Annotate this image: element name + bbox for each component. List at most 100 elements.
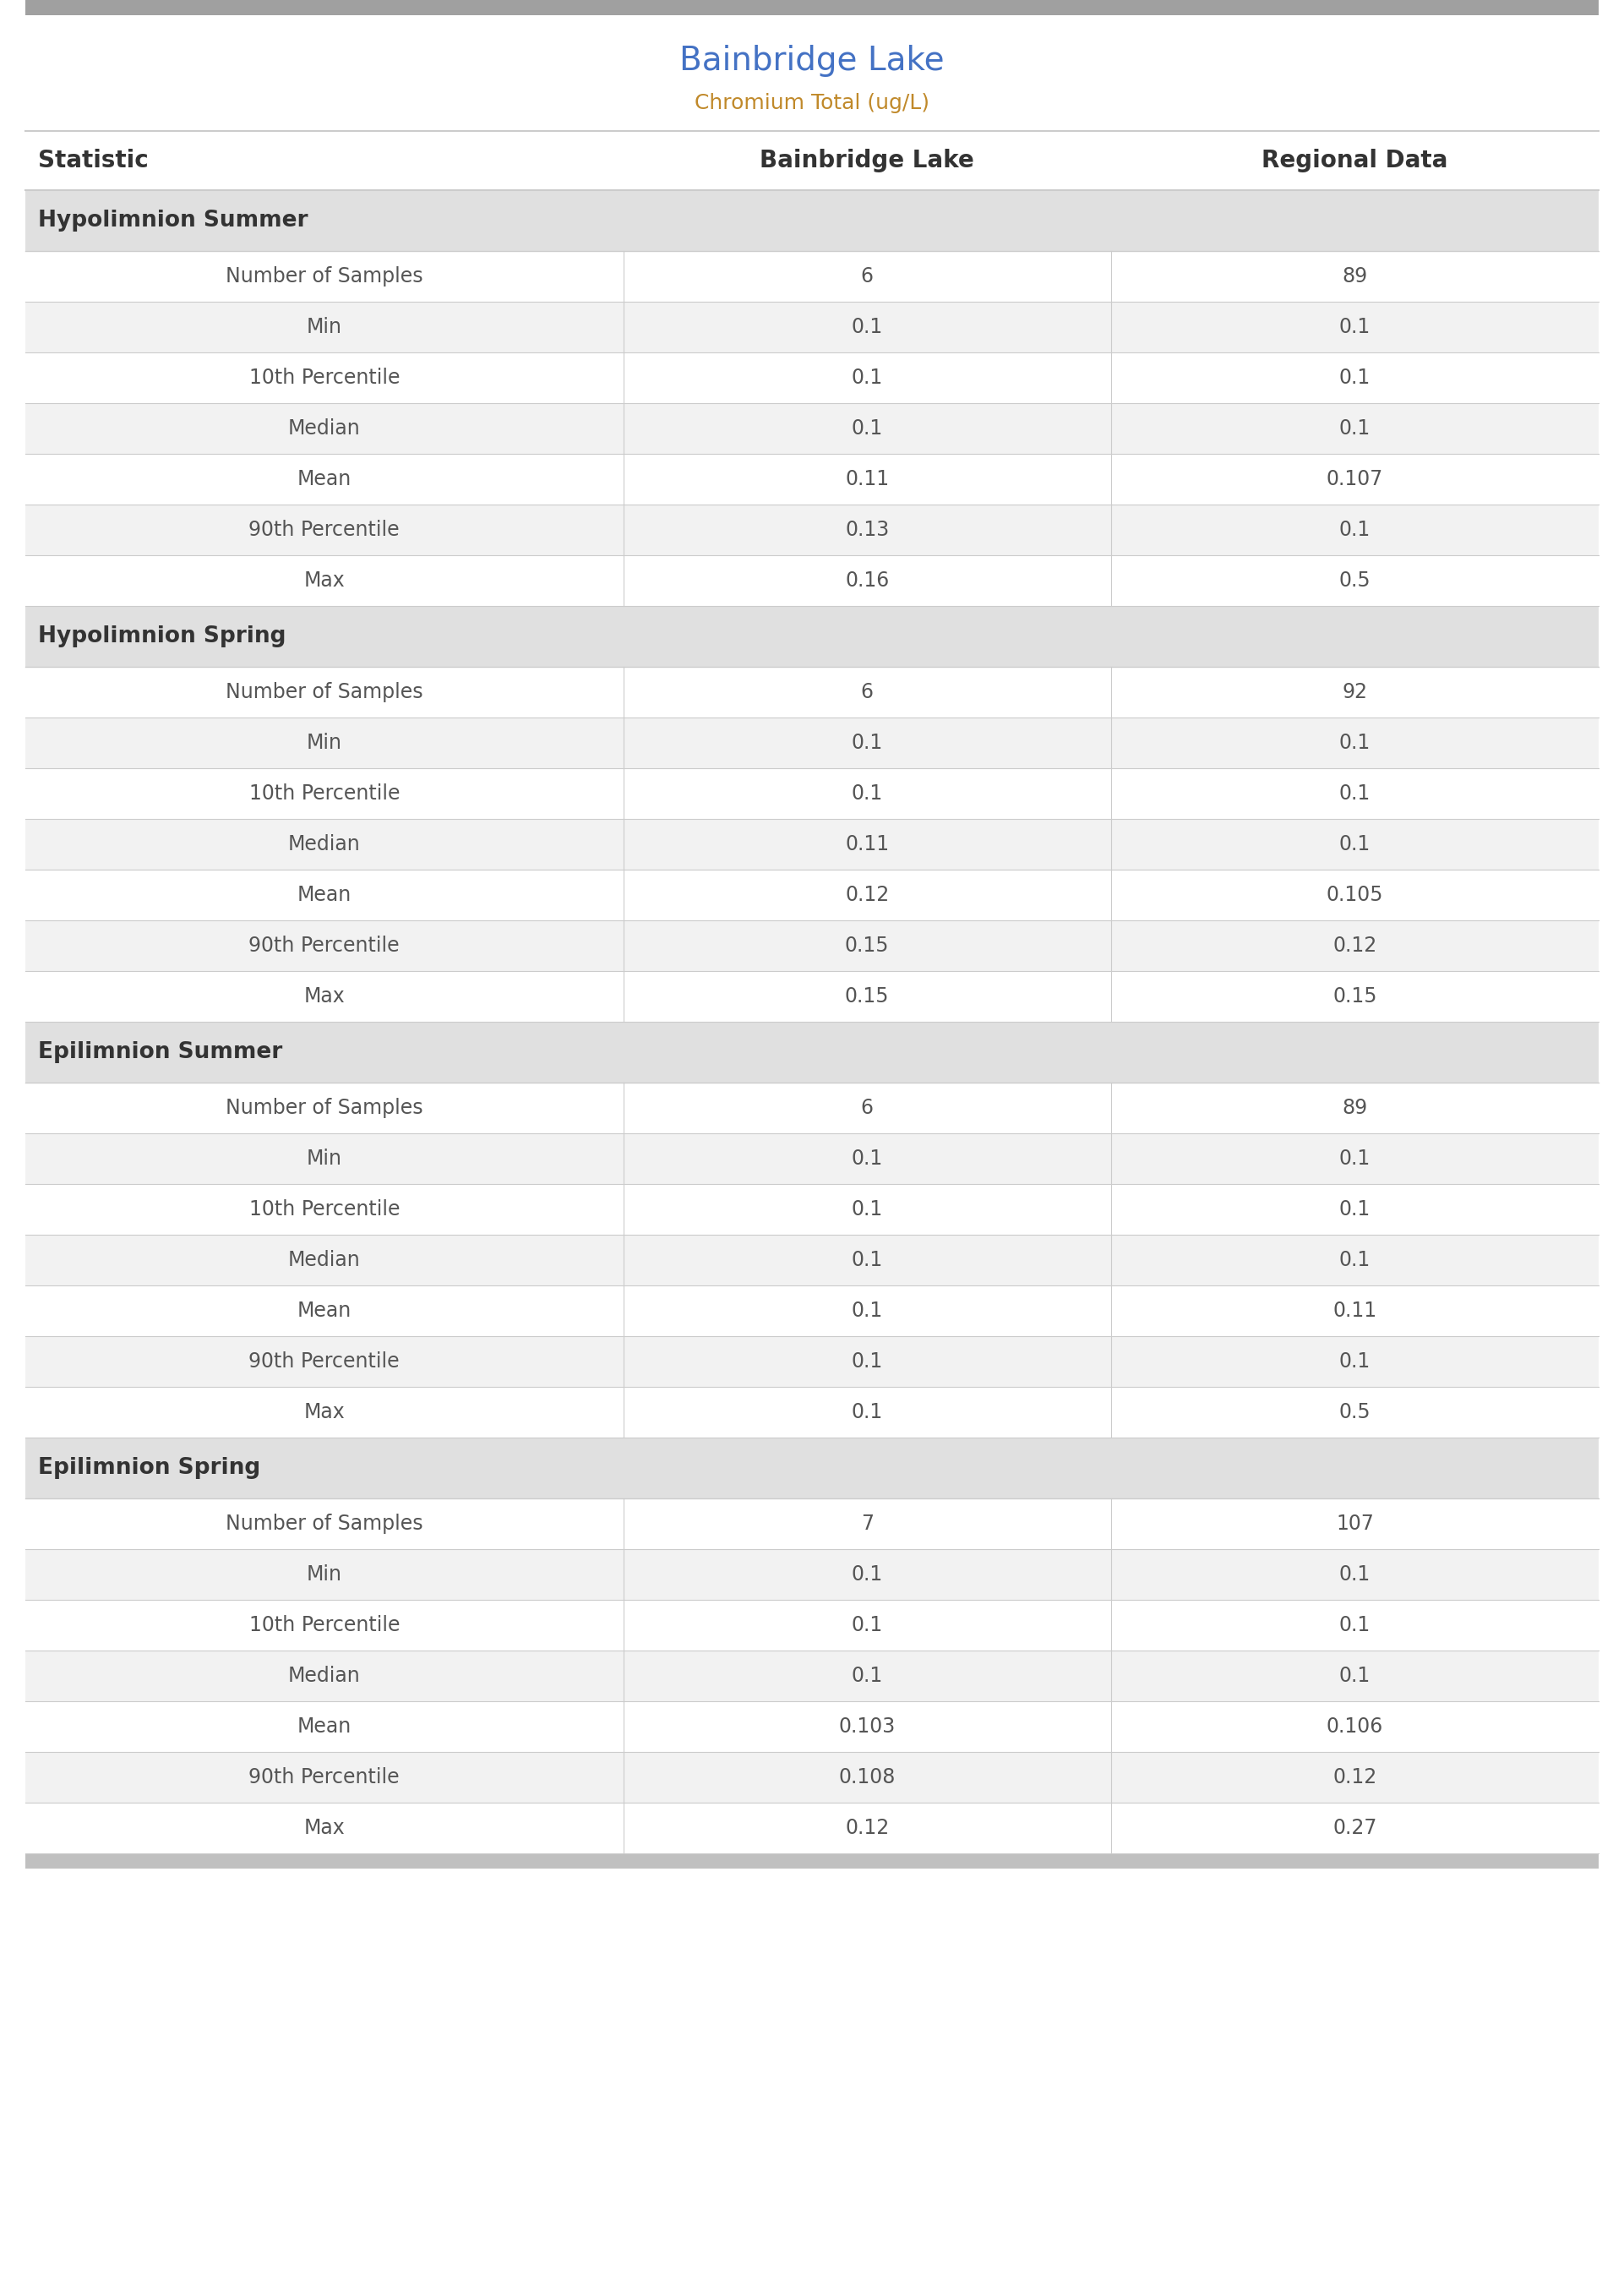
Bar [26, 819, 1598, 869]
Text: 6: 6 [861, 681, 874, 701]
Text: Number of Samples: Number of Samples [226, 1514, 422, 1535]
Text: 0.11: 0.11 [844, 833, 888, 854]
Text: 0.103: 0.103 [838, 1716, 895, 1737]
Text: Mean: Mean [297, 1301, 351, 1321]
Text: 0.1: 0.1 [1340, 520, 1371, 540]
Text: 0.15: 0.15 [1333, 985, 1377, 1006]
Text: Bainbridge Lake: Bainbridge Lake [679, 45, 945, 77]
Bar [26, 504, 1598, 556]
Text: 0.108: 0.108 [838, 1766, 895, 1786]
Text: 0.12: 0.12 [844, 1818, 890, 1839]
Bar [26, 1185, 1598, 1235]
Text: 0.27: 0.27 [1333, 1818, 1377, 1839]
Bar [26, 1285, 1598, 1337]
Text: 0.1: 0.1 [851, 418, 883, 438]
Text: Number of Samples: Number of Samples [226, 266, 422, 286]
Bar [26, 352, 1598, 404]
Bar [26, 1548, 1598, 1600]
Text: Max: Max [304, 1403, 344, 1423]
Text: 0.11: 0.11 [1333, 1301, 1377, 1321]
Text: 0.1: 0.1 [851, 1403, 883, 1423]
Bar [26, 1600, 1598, 1650]
Text: 0.1: 0.1 [851, 1301, 883, 1321]
Text: 10th Percentile: 10th Percentile [248, 368, 400, 388]
Bar [26, 1752, 1598, 1802]
Text: 0.1: 0.1 [851, 318, 883, 338]
Text: 90th Percentile: 90th Percentile [248, 1766, 400, 1786]
Bar [26, 972, 1598, 1022]
Text: 89: 89 [1341, 266, 1367, 286]
Text: Max: Max [304, 1818, 344, 1839]
Text: Chromium Total (ug/L): Chromium Total (ug/L) [695, 93, 929, 114]
Text: Min: Min [307, 1564, 343, 1584]
Bar [26, 191, 1598, 252]
Text: Median: Median [287, 833, 361, 854]
Text: 0.1: 0.1 [851, 1351, 883, 1371]
Text: 0.1: 0.1 [851, 733, 883, 754]
Text: 6: 6 [861, 1099, 874, 1119]
Text: Number of Samples: Number of Samples [226, 1099, 422, 1119]
Text: Regional Data: Regional Data [1262, 150, 1449, 173]
Text: Number of Samples: Number of Samples [226, 681, 422, 701]
Text: 92: 92 [1341, 681, 1367, 701]
Text: 89: 89 [1341, 1099, 1367, 1119]
Bar [26, 302, 1598, 352]
Text: 0.15: 0.15 [844, 985, 890, 1006]
Text: 0.1: 0.1 [851, 368, 883, 388]
Bar [26, 1235, 1598, 1285]
Bar [26, 1498, 1598, 1548]
Text: 0.5: 0.5 [1338, 1403, 1371, 1423]
Text: 0.16: 0.16 [844, 570, 890, 590]
Bar [26, 1802, 1598, 1852]
Text: 6: 6 [861, 266, 874, 286]
Text: 0.11: 0.11 [844, 470, 888, 490]
Text: 0.1: 0.1 [851, 1199, 883, 1219]
Text: 0.5: 0.5 [1338, 570, 1371, 590]
Text: 0.1: 0.1 [1340, 783, 1371, 804]
Text: 0.1: 0.1 [851, 1614, 883, 1634]
Text: 0.1: 0.1 [1340, 1564, 1371, 1584]
Text: 0.15: 0.15 [844, 935, 890, 956]
Bar [26, 1083, 1598, 1133]
Bar [26, 556, 1598, 606]
Bar [26, 0, 1598, 16]
Text: Max: Max [304, 985, 344, 1006]
Text: 0.1: 0.1 [1340, 1614, 1371, 1634]
Bar [26, 1337, 1598, 1387]
Text: 0.106: 0.106 [1327, 1716, 1384, 1737]
Bar [26, 667, 1598, 717]
Text: 0.12: 0.12 [844, 885, 890, 906]
Text: Mean: Mean [297, 1716, 351, 1737]
Bar [26, 717, 1598, 767]
Text: 7: 7 [861, 1514, 874, 1535]
Text: Hypolimnion Spring: Hypolimnion Spring [37, 627, 286, 647]
Text: 0.107: 0.107 [1327, 470, 1384, 490]
Text: 10th Percentile: 10th Percentile [248, 1199, 400, 1219]
Bar [26, 869, 1598, 919]
Text: 10th Percentile: 10th Percentile [248, 783, 400, 804]
Text: 0.12: 0.12 [1333, 935, 1377, 956]
Text: Median: Median [287, 1251, 361, 1271]
Text: 0.1: 0.1 [851, 1251, 883, 1271]
Text: 0.13: 0.13 [844, 520, 890, 540]
Text: 0.1: 0.1 [1340, 1351, 1371, 1371]
Text: Min: Min [307, 733, 343, 754]
Bar [26, 252, 1598, 302]
Text: 0.1: 0.1 [1340, 418, 1371, 438]
Text: 0.105: 0.105 [1327, 885, 1384, 906]
Text: Mean: Mean [297, 885, 351, 906]
Text: 90th Percentile: 90th Percentile [248, 1351, 400, 1371]
Bar [26, 767, 1598, 819]
Text: 0.1: 0.1 [1340, 733, 1371, 754]
Bar [26, 1133, 1598, 1185]
Text: Bainbridge Lake: Bainbridge Lake [760, 150, 974, 173]
Text: 0.1: 0.1 [1340, 318, 1371, 338]
Text: 0.1: 0.1 [1340, 1251, 1371, 1271]
Bar [26, 1387, 1598, 1437]
Text: Median: Median [287, 418, 361, 438]
Text: 0.1: 0.1 [1340, 1149, 1371, 1169]
Text: 90th Percentile: 90th Percentile [248, 935, 400, 956]
Bar [26, 1650, 1598, 1700]
Text: Epilimnion Spring: Epilimnion Spring [37, 1457, 260, 1480]
Text: 0.12: 0.12 [1333, 1766, 1377, 1786]
